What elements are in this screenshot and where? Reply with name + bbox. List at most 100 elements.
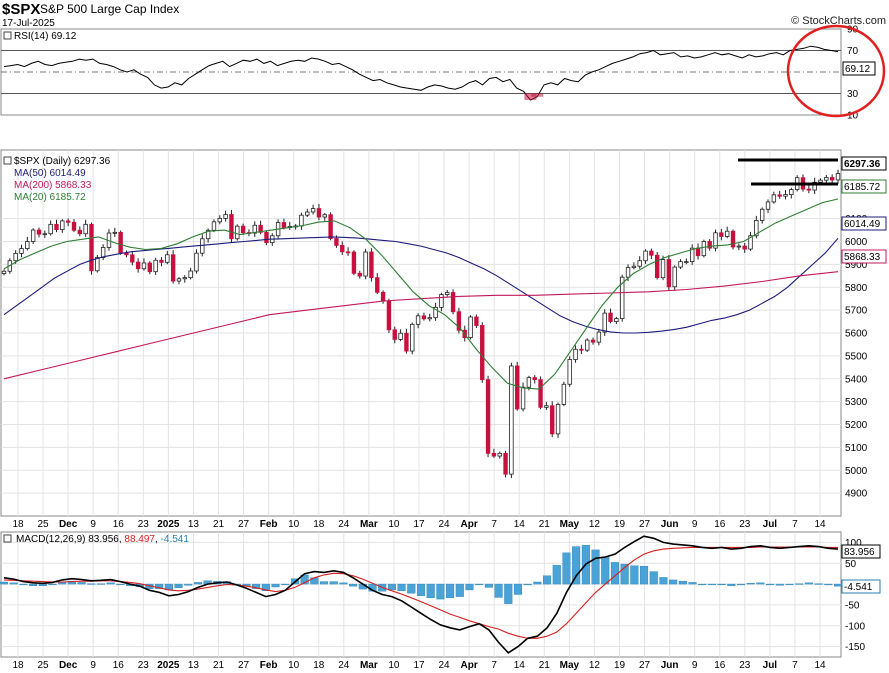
candle-body [724,230,730,237]
candle-body [742,245,747,250]
candle-body [299,214,304,227]
candle-body [754,220,759,237]
x-axis-tick-label-macd: 17 [413,660,425,671]
candle-body [491,452,497,457]
candle-body [579,348,584,351]
macd-histogram-bar [319,581,329,585]
candle-body [351,251,357,274]
ma50-legend: MA(50) 6014.49 [14,168,86,179]
candle-body [818,179,823,183]
x-axis-tick-label: 7 [491,519,497,530]
macd-histogram-bar [659,577,668,585]
candle-body [240,225,246,233]
candle-body [439,294,444,308]
x-axis-tick-label: 16 [714,519,726,530]
x-axis-tick-label-macd: 21 [539,660,551,671]
x-axis-tick-label-macd: 14 [814,660,826,671]
close-tag-text: 6297.36 [844,159,881,170]
candle-body [328,214,333,239]
candle-body [625,267,631,278]
macd-histogram-bar [630,565,639,585]
candle-body [608,312,613,322]
x-axis-tick-label-macd: 24 [338,660,350,671]
candle-body [159,259,164,263]
x-axis-tick-label: 23 [739,519,751,530]
candle-body [252,224,257,234]
candle-body [474,316,479,326]
x-axis-tick-label-macd: 23 [138,660,150,671]
candle-body [100,247,106,258]
price-y-tick-label: 4900 [845,489,868,500]
price-y-tick-label: 5000 [845,466,868,477]
candle-body [719,232,724,237]
macd-histogram-bar [455,583,464,597]
candle-body [835,173,841,181]
macd-histogram-bar [756,582,765,585]
x-axis-tick-label: 18 [12,519,24,530]
candle-body [200,238,205,254]
candle-body [334,238,339,246]
macd-histogram-bar [475,583,484,586]
macd-histogram-bar [87,583,96,585]
price-y-tick-label: 5100 [845,443,868,454]
grid-lines [1,150,841,657]
x-axis-tick-label: 12 [589,519,601,530]
macd-legend: MACD(12,26,9) 83.956, 88.497, -4.541 [3,534,189,545]
rsi-oversold-fill [524,93,537,100]
macd-histogram-bar [184,583,193,586]
price-panel [1,169,841,479]
ma50-tag-box [841,216,887,231]
x-axis-tick-label: 24 [439,519,451,530]
macd-histogram-bar [252,583,261,589]
candle-body [620,276,625,319]
candle-body [322,214,327,218]
price-y-tick-label: 5900 [845,260,868,271]
macd-histogram-bar [300,574,309,585]
x-axis-tick-label: Feb [260,519,278,530]
candle-body [182,277,187,280]
candle-body [789,189,794,196]
x-axis-tick-label: 9 [90,519,96,530]
price-y-tick-label: 5400 [845,374,868,385]
macd-histogram-bar [494,583,503,598]
price-y-tick-label: 5200 [845,420,868,431]
candle-body [748,235,753,250]
candle-body [229,214,234,240]
candle-body [217,217,222,223]
macd-histogram-bar [349,583,358,587]
candle-body [13,252,18,262]
candle-body [445,292,450,295]
candle-body [480,325,485,381]
candle-body [538,379,543,408]
macd-tag-box [841,544,881,559]
macd-histogram-bar [707,583,716,586]
candle-body [672,266,677,288]
x-axis-tick-label: 14 [514,519,526,530]
candle-body [95,257,100,272]
candle-body [526,377,532,388]
candle-body [65,220,71,223]
moving-average-line [3,198,839,390]
macd-histogram-bar [804,582,813,585]
candle-body [176,278,182,282]
candle-body [614,318,619,322]
x-axis-tick-label: 23 [138,519,150,530]
macd-histogram-bar [446,583,455,599]
hist-tag-text: -4.541 [844,582,873,593]
candle-body [30,229,36,242]
candle-body [211,221,217,231]
candle-body [812,181,817,191]
macd-histogram-bar [698,583,707,586]
candle-body [235,225,240,240]
macd-histogram-bar [29,583,38,586]
macd-histogram-bar [48,583,57,586]
hist-tag-box [841,579,881,594]
x-axis-tick-label: 18 [313,519,325,530]
candle-body [357,272,362,277]
candle-body [369,251,374,279]
rsi-line [3,45,839,101]
macd-histogram-bar [397,583,406,591]
candle-body [83,223,88,235]
x-axis-tick-label: 24 [338,519,350,530]
macd-y-tick-label: 100 [845,538,862,549]
